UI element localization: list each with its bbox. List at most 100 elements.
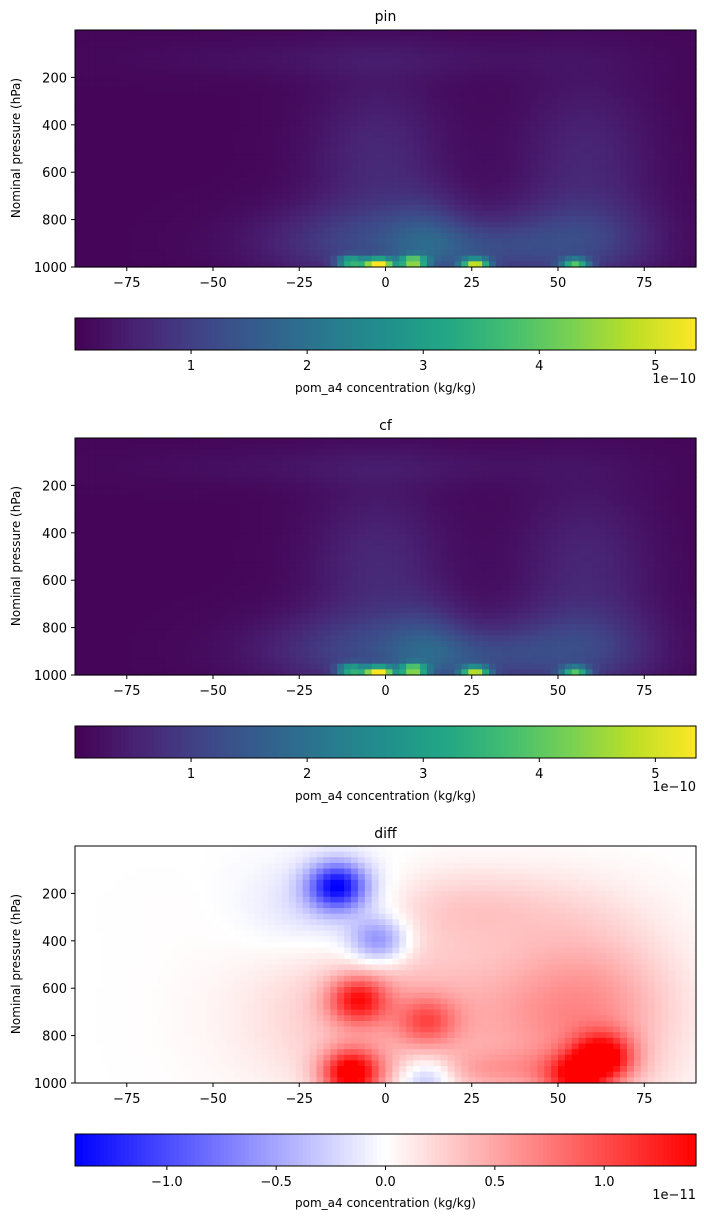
heatmap-cell <box>295 69 304 76</box>
heatmap-cell <box>571 233 580 240</box>
heatmap-cell <box>344 176 352 183</box>
heatmap-cell <box>633 120 642 127</box>
heatmap-cell <box>406 86 414 93</box>
heatmap-cell <box>440 449 449 456</box>
heatmap-cell <box>75 221 83 229</box>
heatmap-cell <box>640 148 649 155</box>
heatmap-cell <box>371 97 380 104</box>
heatmap-cell <box>440 216 449 223</box>
heatmap-cell <box>378 30 387 37</box>
heatmap-cell <box>323 131 331 138</box>
heatmap-cell <box>433 142 442 150</box>
heatmap-cell <box>144 233 152 240</box>
heatmap-cell <box>689 438 697 445</box>
heatmap-cell <box>558 449 566 456</box>
heatmap-cell <box>364 41 373 48</box>
heatmap-cell <box>420 154 428 161</box>
heatmap-cell <box>495 92 504 99</box>
heatmap-cell <box>413 69 421 76</box>
heatmap-cell <box>137 75 145 82</box>
heatmap-cell <box>502 199 511 206</box>
heatmap-cell <box>88 477 97 484</box>
heatmap-cell <box>551 131 559 138</box>
heatmap-cell <box>144 488 152 496</box>
heatmap-cell <box>385 204 393 212</box>
colorbar-swatch <box>103 318 109 350</box>
heatmap-cell <box>447 438 456 445</box>
heatmap-cell <box>392 204 400 212</box>
heatmap-cell <box>219 176 228 183</box>
heatmap-cell <box>330 114 338 121</box>
heatmap-cell <box>447 460 456 467</box>
heatmap-cell <box>426 238 435 246</box>
heatmap-cell <box>475 165 483 172</box>
heatmap-cell <box>219 204 228 212</box>
heatmap-cell <box>233 494 242 501</box>
colorbar-offset: 1e−10 <box>652 372 696 387</box>
heatmap-cell <box>592 182 600 189</box>
heatmap-cell <box>516 120 525 127</box>
heatmap-cell <box>282 148 290 155</box>
heatmap-cell <box>95 86 104 93</box>
y-tick-label: 200 <box>42 71 67 86</box>
heatmap-cell <box>178 233 186 240</box>
heatmap-cell <box>523 250 531 257</box>
heatmap-cell <box>247 261 255 268</box>
heatmap-cell <box>599 188 607 195</box>
heatmap-cell <box>502 193 511 200</box>
heatmap-cell <box>668 494 676 501</box>
heatmap-cell <box>489 488 497 496</box>
heatmap-cell <box>633 52 642 59</box>
colorbar-swatch <box>397 318 403 350</box>
heatmap-cell <box>461 471 469 479</box>
heatmap-cell <box>261 182 269 189</box>
heatmap-cell <box>661 30 669 37</box>
heatmap-cell <box>178 227 186 234</box>
heatmap-cell <box>309 52 318 59</box>
heatmap-cell <box>261 221 269 229</box>
heatmap-cell <box>288 199 297 206</box>
heatmap-cell <box>461 182 469 189</box>
heatmap-cell <box>592 35 600 42</box>
heatmap-cell <box>288 30 297 37</box>
heatmap-cell <box>323 114 331 121</box>
heatmap-cell <box>254 154 262 161</box>
heatmap-cell <box>551 75 559 82</box>
heatmap-cell <box>592 125 600 133</box>
heatmap-cell <box>689 216 697 223</box>
heatmap-cell <box>206 238 214 246</box>
heatmap-cell <box>95 438 104 445</box>
heatmap-cell <box>268 449 276 456</box>
heatmap-cell <box>233 233 242 240</box>
heatmap-cell <box>316 488 324 496</box>
heatmap-cell <box>288 466 297 473</box>
heatmap-cell <box>364 449 373 456</box>
heatmap-cell <box>275 103 283 110</box>
heatmap-cell <box>164 103 173 110</box>
heatmap-cell <box>130 75 138 82</box>
heatmap-cell <box>137 63 145 71</box>
heatmap-cell <box>344 193 352 200</box>
heatmap-cell <box>226 193 235 200</box>
heatmap-cell <box>171 75 180 82</box>
heatmap-cell <box>447 120 456 127</box>
x-tick-label: −75 <box>113 276 140 291</box>
heatmap-cell <box>378 159 387 167</box>
heatmap-cell <box>385 221 393 229</box>
heatmap-cell <box>647 466 656 473</box>
heatmap-cell <box>288 109 297 116</box>
heatmap-cell <box>157 221 166 229</box>
heatmap-cell <box>544 120 552 127</box>
heatmap-cell <box>137 109 145 116</box>
heatmap-cell <box>613 131 621 138</box>
heatmap-cell <box>81 471 90 479</box>
heatmap-cell <box>392 131 400 138</box>
heatmap-cell <box>509 221 518 229</box>
heatmap-cell <box>392 154 400 161</box>
heatmap-cell <box>551 69 559 76</box>
heatmap-cell <box>213 233 221 240</box>
heatmap-cell <box>468 460 476 467</box>
heatmap-cell <box>95 92 104 99</box>
heatmap-cell <box>558 69 566 76</box>
heatmap-cell <box>233 131 242 138</box>
